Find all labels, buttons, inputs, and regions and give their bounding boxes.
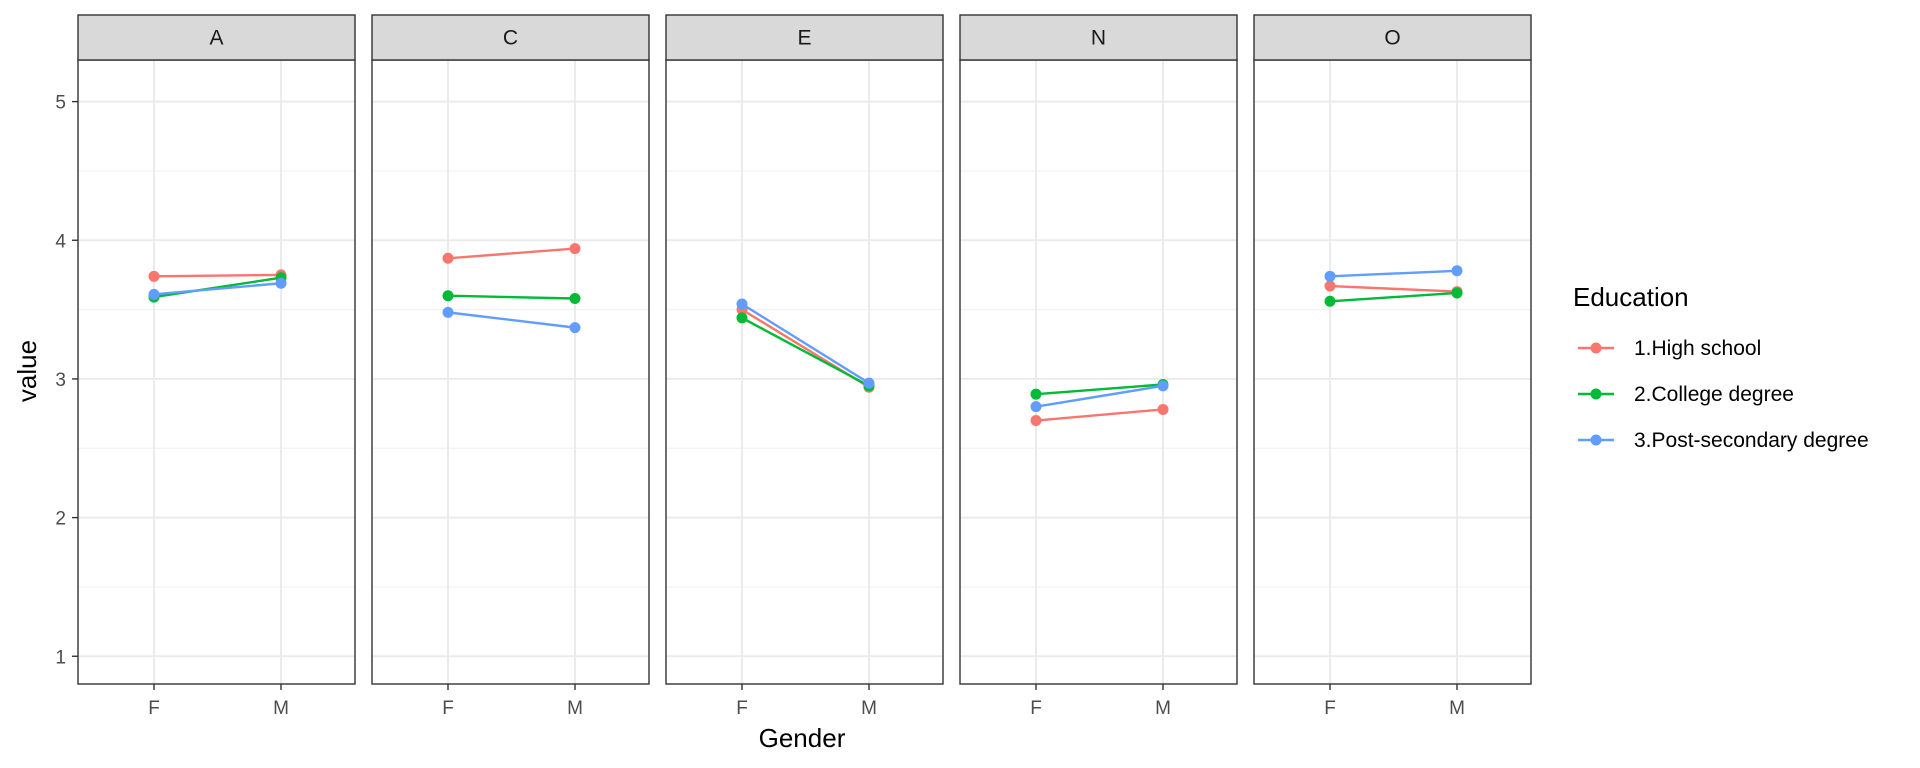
x-tick-label: F [1324,698,1336,719]
data-point-2-n-f [1030,388,1042,400]
series-line-1-c [447,247,576,260]
series-line-3-o [1329,269,1458,278]
facet-strip [77,14,356,61]
facet-panel-n: N F M [959,14,1238,719]
panel-background [960,60,1237,684]
series-line-3-e [741,303,870,385]
legend-key-point [1590,342,1602,354]
legend: Education 1.High school 2.College degree 3… [1573,282,1869,452]
data-point-2-c-m [569,293,581,305]
x-tick-label: M [1449,698,1465,719]
x-tick-label: M [273,698,289,719]
y-tick-label: 2 [55,509,66,530]
facet-strip [665,14,944,61]
legend-item-2: 2.College degree [1578,383,1794,406]
facet-panel-e: E F M [665,14,944,719]
data-point-3-n-f [1030,401,1042,413]
y-tick-label: 5 [55,93,66,114]
legend-label: 3.Post-secondary degree [1634,429,1869,452]
data-point-3-o-f [1324,270,1336,282]
x-tick-label: F [736,698,748,719]
data-point-2-o-m [1451,287,1463,299]
facet-strip-label: N [1091,27,1106,50]
x-tick-label: F [148,698,160,719]
facet-panel-c: C F M [371,14,650,719]
data-point-2-c-f [442,290,454,302]
x-tick-label: F [442,698,454,719]
data-point-1-n-f [1030,415,1042,427]
data-point-3-n-m [1157,380,1169,392]
data-point-3-c-m [569,322,581,334]
series-line-2-o [1329,291,1458,303]
x-tick-label: M [1155,698,1171,719]
data-point-2-e-f [736,312,748,324]
series-line-1-a [153,273,282,278]
data-point-3-o-m [1451,265,1463,277]
data-point-3-a-f [148,288,160,300]
series-line-1-n [1035,408,1164,422]
facet-panels: A F M C F M E F M N F M O F M [77,14,1532,719]
series-line-2-a [153,276,282,299]
data-point-3-e-m [863,377,875,389]
x-axis-title: Gender [759,723,846,753]
facet-strip-label: E [797,27,811,50]
data-point-1-c-f [442,252,454,264]
series-line-2-n [1035,383,1164,396]
legend-label: 1.High school [1634,337,1761,360]
facet-strip [959,14,1238,61]
series-line-1-o [1329,284,1458,293]
x-tick-label: M [861,698,877,719]
facet-panel-o: O F M [1253,14,1532,719]
legend-item-3: 3.Post-secondary degree [1578,429,1869,452]
legend-item-1: 1.High school [1578,337,1761,360]
panel-background [372,60,649,684]
series-line-3-n [1035,384,1164,408]
data-point-1-c-m [569,243,581,255]
facet-strip-label: C [503,27,518,50]
y-axis-title: value [12,340,42,402]
series-line-3-a [153,282,282,296]
x-tick-label: M [567,698,583,719]
series-line-3-c [447,311,576,329]
series-line-2-e [741,316,870,387]
legend-title: Education [1573,282,1689,312]
data-point-1-o-f [1324,280,1336,292]
facet-strip-label: A [209,27,223,50]
legend-key-point [1590,388,1602,400]
panel-background [666,60,943,684]
facet-strip [371,14,650,61]
panel-background [1254,60,1531,684]
y-axis: 1 2 3 4 5 [55,93,78,668]
facet-strip-label: O [1384,27,1400,50]
data-point-3-c-f [442,306,454,318]
series-line-2-c [447,294,576,300]
y-tick-label: 3 [55,370,66,391]
legend-key-point [1590,434,1602,446]
panel-background [78,60,355,684]
y-tick-label: 1 [55,647,66,668]
data-point-1-n-m [1157,403,1169,415]
data-point-2-o-f [1324,295,1336,307]
facet-strip [1253,14,1532,61]
data-point-3-a-m [275,277,287,289]
facet-panel-a: A F M [77,14,356,719]
data-point-3-e-f [736,298,748,310]
y-tick-label: 4 [55,231,66,252]
legend-label: 2.College degree [1634,383,1794,406]
x-tick-label: F [1030,698,1042,719]
data-point-1-a-f [148,270,160,282]
